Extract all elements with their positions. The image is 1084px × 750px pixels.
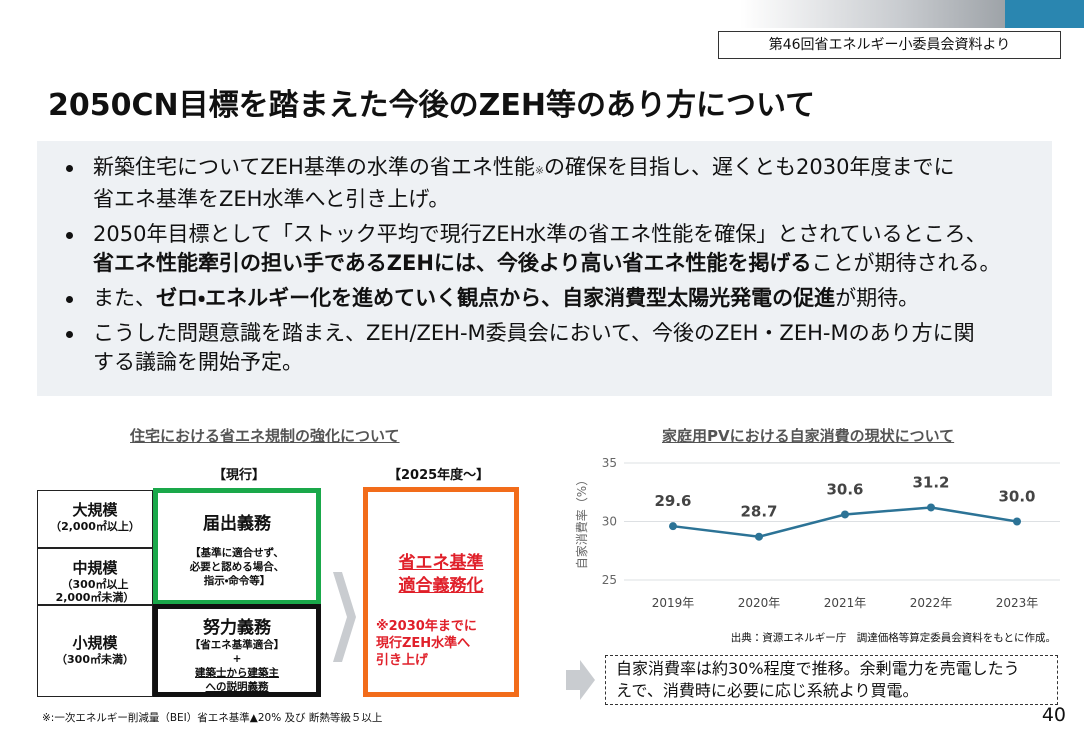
chart-source: 出典：資源エネルギー庁 調達価格等算定委員会資料をもとに作成。 — [730, 632, 1056, 644]
bullet-text: ※ — [534, 164, 545, 177]
bullet-text: 2050年目標として「ストック平均で現行ZEH水準の省エネ性能を確保」とされてい… — [93, 222, 987, 246]
bullet: 新築住宅についてZEH基準の水準の省エネ性能※の確保を目指し、遅くとも2030年… — [66, 153, 1001, 214]
header-decoration — [740, 0, 1084, 28]
size-detail: （300㎡未満） — [56, 653, 134, 666]
future-title: 省エネ基準適合義務化 — [368, 552, 514, 598]
duty-detail: 【基準に適合せず、 必要と認める場合、 指示・命令等】 — [158, 546, 316, 588]
bullet-text: また、 — [93, 286, 156, 310]
bullet-list: 新築住宅についてZEH基準の水準の省エネ性能※の確保を目指し、遅くとも2030年… — [37, 153, 1001, 383]
bullet-text: 新築住宅についてZEH基準の水準の省エネ性能 — [93, 155, 535, 179]
detail-line: 指示・命令等】 — [203, 575, 271, 587]
detail-line: 現行ZEH水準へ — [376, 636, 471, 651]
data-point — [755, 532, 763, 541]
detail-line: ※2030年までに — [376, 619, 477, 634]
duty-detail: 【省エネ基準適合】 + 建築士から建築主 への説明義務 — [158, 638, 316, 694]
detail-line: 【省エネ基準適合】 — [189, 639, 285, 651]
column-label: 【2025年度～】 — [388, 468, 490, 483]
detail-line: えで、消費時に必要に応じ系統より買電。 — [616, 681, 919, 700]
bullet-text: ゼロ・エネルギー化を進めていく観点から、自家消費型太陽光発電の促進 — [156, 286, 836, 310]
future-box: 省エネ基準適合義務化 ※2030年までに 現行ZEH水準へ 引き上げ — [363, 487, 519, 697]
duty-box: 届出義務 【基準に適合せず、 必要と認める場合、 指示・命令等】 — [153, 488, 321, 605]
bullet-text: 省エネ性能牽引の担い手であるZEHには、今後より高い省エネ性能を掲げる — [93, 251, 812, 275]
value-label: 30.6 — [826, 480, 863, 498]
y-tick-label: 30 — [602, 515, 617, 529]
y-tick-label: 25 — [602, 573, 617, 587]
data-point — [927, 503, 935, 512]
future-note: ※2030年までに 現行ZEH水準へ 引き上げ — [376, 618, 514, 669]
x-tick-label: 2021年 — [824, 596, 867, 610]
detail-line: 適合義務化 — [398, 576, 484, 596]
bullet: また、ゼロ・エネルギー化を進めていく観点から、自家消費型太陽光発電の促進が期待。 — [66, 284, 1001, 313]
value-label: 29.6 — [654, 492, 691, 510]
data-point — [841, 510, 849, 519]
x-tick-label: 2022年 — [910, 596, 953, 610]
detail-line: + — [232, 653, 242, 665]
section-title: 住宅における省エネ規制の強化について — [130, 427, 400, 445]
size-detail: （2,000㎡以上） — [50, 520, 140, 533]
detail-line: 建築士から建築主 — [195, 667, 279, 679]
data-point — [1013, 517, 1021, 526]
detail-line: 【基準に適合せず、 — [190, 547, 284, 559]
chart-title: 家庭用PVにおける自家消費の現状について — [662, 427, 955, 445]
detail-line: 省エネ基準 — [398, 553, 484, 573]
duty-box: 努力義務 【省エネ基準適合】 + 建築士から建築主 への説明義務 — [153, 604, 321, 697]
size-name: 大規模 — [72, 501, 118, 519]
duty-title: 努力義務 — [203, 618, 271, 638]
detail-line: 引き上げ — [376, 653, 429, 668]
x-tick-label: 2020年 — [738, 596, 781, 610]
column-label: 【現行】 — [213, 468, 266, 483]
value-label: 28.7 — [740, 503, 777, 521]
data-point — [669, 522, 677, 531]
source-note: 第46回省エネルギー小委員会資料より — [718, 31, 1061, 59]
x-tick-label: 2023年 — [996, 596, 1039, 610]
summary-panel: 新築住宅についてZEH基準の水準の省エネ性能※の確保を目指し、遅くとも2030年… — [37, 141, 1052, 396]
page-number: 40 — [1041, 704, 1066, 726]
arrow — [333, 572, 356, 662]
size-name: 中規模 — [72, 559, 118, 577]
detail-line: 必要と認める場合、 — [189, 561, 285, 573]
footnote: ※:一次エネルギー削減量（BEI）省エネ基準▲20% 及び 断熱等級５以上 — [42, 712, 383, 724]
size-detail: （300㎡以上 — [61, 578, 129, 591]
bullet-text: が期待。 — [835, 286, 920, 310]
chart: 25 30 35 自家消費率（%） 2019年 2020年 2021年 2022年 2023年 2… — [574, 456, 1060, 610]
size-detail: 2,000㎡未満） — [55, 591, 135, 604]
y-tick-label: 35 — [602, 456, 617, 470]
arrow — [566, 660, 595, 700]
size-name: 小規模 — [72, 634, 118, 652]
x-tick-label: 2019年 — [652, 596, 695, 610]
duty-title: 届出義務 — [203, 514, 271, 534]
bullet-text: の確保を目指し、遅くとも2030年度までに 省エネ基準をZEH水準へと引き上げ。 — [93, 155, 955, 211]
bullet-text: ことが期待される。 — [811, 251, 1001, 275]
y-axis-label: 自家消費率（%） — [574, 474, 589, 569]
size-cell: 中規模 （300㎡以上 2,000㎡未満） — [37, 548, 153, 605]
value-label: 30.0 — [998, 488, 1035, 506]
bullet-text: こうした問題意識を踏まえ、ZEH/ZEH-M委員会において、今後のZEH・ZEH… — [93, 321, 975, 374]
detail-line: への説明義務 — [205, 681, 269, 693]
summary-box: 自家消費率は約30%程度で推移。余剰電力を売電したう えで、消費時に必要に応じ系統… — [605, 655, 1058, 705]
bullet: こうした問題意識を踏まえ、ZEH/ZEH-M委員会において、今後のZEH・ZEH… — [66, 319, 1001, 377]
value-label: 31.2 — [912, 473, 949, 491]
size-cell: 大規模 （2,000㎡以上） — [37, 490, 153, 548]
slide-title: 2050CN目標を踏まえた今後のZEH等のあり方について — [48, 88, 816, 123]
size-cell: 小規模 （300㎡未満） — [37, 605, 153, 697]
detail-line: 自家消費率は約30%程度で推移。余剰電力を売電したう — [616, 659, 1020, 678]
bullet: 2050年目標として「ストック平均で現行ZEH水準の省エネ性能を確保」とされてい… — [66, 220, 1001, 278]
